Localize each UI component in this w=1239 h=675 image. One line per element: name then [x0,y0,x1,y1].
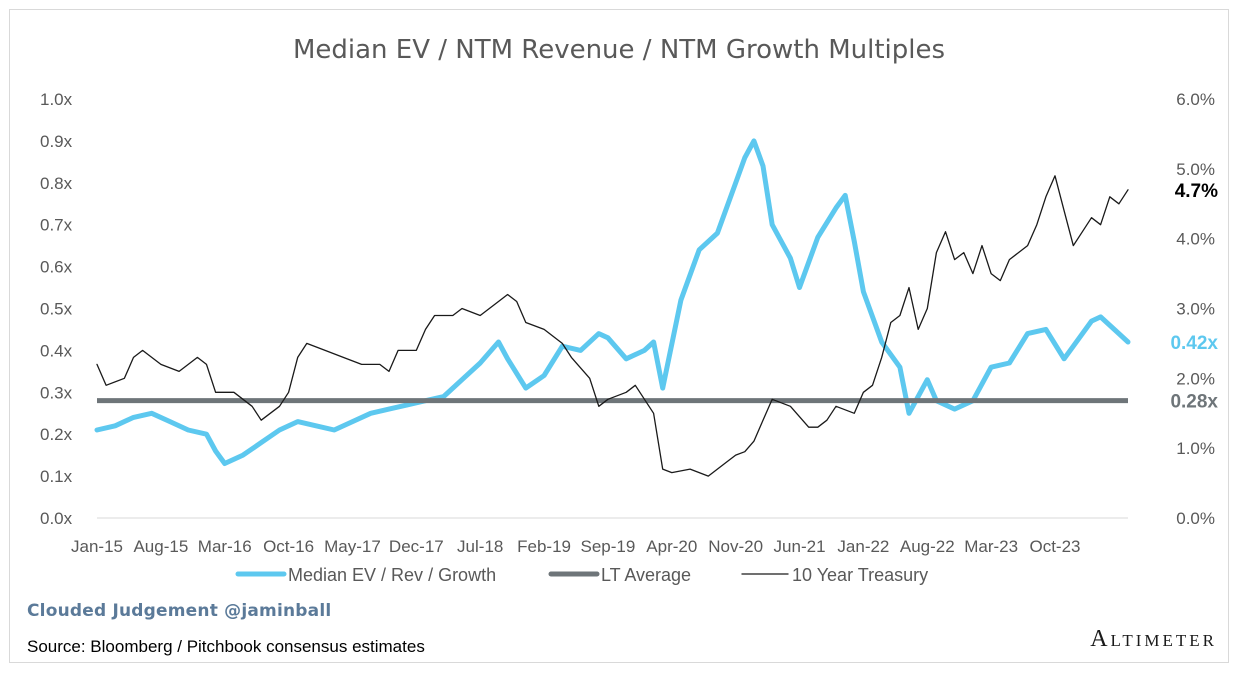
x-axis-tick: Jan-22 [837,537,889,556]
x-axis-tick: Feb-19 [517,537,571,556]
x-axis-tick: Jun-21 [774,537,826,556]
x-axis-tick: Mar-16 [198,537,252,556]
x-axis-tick: Dec-17 [389,537,444,556]
x-axis-tick: Nov-20 [708,537,763,556]
right-axis-tick: 3.0% [1176,300,1215,319]
series-median-ev-rev-growth-line [94,138,1131,466]
left-axis-tick: 0.5x [40,300,73,319]
left-axis-tick: 0.2x [40,425,73,444]
legend: Median EV / Rev / Growth LT Average 10 Yea… [235,565,928,585]
x-axis-tick: Mar-23 [964,537,1018,556]
series-lt-average-end-label: 0.28x [1170,392,1218,413]
left-axis-tick: 0.7x [40,216,73,235]
x-axis: Jan-15 Aug-15 Mar-16 Oct-16 May-17 Dec-17 Jul-… [71,517,1128,556]
credit-text: Clouded Judgement @jaminball [27,601,332,621]
chart-frame [9,9,1229,663]
right-axis-tick: 0.0% [1176,509,1215,528]
right-axis-tick: 2.0% [1176,369,1215,388]
left-axis-tick: 0.8x [40,174,73,193]
source-note: Source: Bloomberg / Pitchbook consensus … [27,637,425,656]
right-axis-tick: 4.0% [1176,230,1215,249]
right-axis-tick: 6.0% [1176,90,1215,109]
right-axis-tick: 1.0% [1176,439,1215,458]
x-axis-tick: Jul-18 [457,537,503,556]
legend-label: 10 Year Treasury [792,565,928,585]
altimeter-logo: Altimeter [1090,626,1217,652]
x-axis-tick: Aug-15 [133,537,188,556]
left-axis-tick: 0.0x [40,509,73,528]
left-axis-tick: 1.0x [40,90,73,109]
left-axis-tick: 0.9x [40,132,73,151]
left-axis: 0.0x 0.1x 0.2x 0.3x 0.4x 0.5x 0.6x 0.7x 0.8x 0.9x… [40,90,73,528]
right-axis-tick: 5.0% [1176,160,1215,179]
x-axis-tick: May-17 [324,537,381,556]
left-axis-tick: 0.6x [40,258,73,277]
x-axis-tick: Aug-22 [900,537,955,556]
x-axis-tick: Oct-16 [263,537,314,556]
series-10-year-treasury-end-label: 4.7% [1175,181,1218,202]
x-axis-tick: Sep-19 [581,537,636,556]
left-axis-tick: 0.1x [40,467,73,486]
series-10-year-treasury-line [96,175,1129,477]
end-labels: 0.42x 0.28x 4.7% [1170,181,1218,413]
x-axis-tick: Oct-23 [1029,537,1080,556]
right-axis: 0.0% 1.0% 2.0% 3.0% 4.0% 5.0% 6.0% [1176,90,1215,528]
chart-title: Median EV / NTM Revenue / NTM Growth Mul… [293,35,945,65]
left-axis-tick: 0.4x [40,341,73,360]
x-axis-tick: Apr-20 [646,537,697,556]
series-median-ev-rev-growth-end-label: 0.42x [1170,333,1218,354]
legend-label: Median EV / Rev / Growth [288,565,496,585]
plot-area [94,138,1131,477]
legend-label: LT Average [601,565,691,585]
left-axis-tick: 0.3x [40,383,73,402]
x-axis-tick: Jan-15 [71,537,123,556]
